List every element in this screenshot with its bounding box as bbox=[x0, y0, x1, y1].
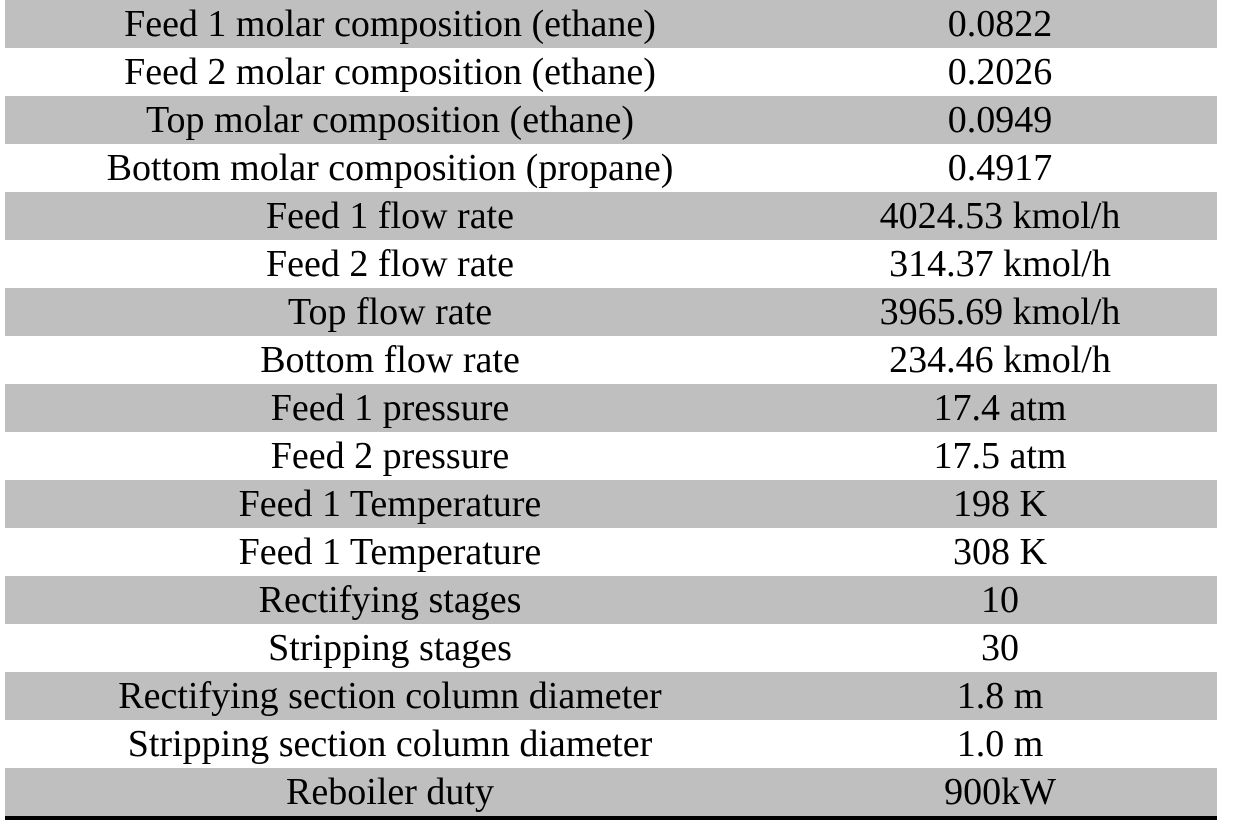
row-value: 17.5 atm bbox=[933, 435, 1067, 477]
row-value: 0.0949 bbox=[947, 99, 1053, 141]
table-row: Feed 1 molar composition (ethane) 0.0822 bbox=[5, 0, 1217, 48]
row-label: Feed 1 Temperature bbox=[238, 483, 542, 525]
row-label: Bottom flow rate bbox=[260, 339, 520, 381]
row-label: Feed 2 pressure bbox=[270, 435, 510, 477]
table-row: Reboiler duty 900kW bbox=[5, 768, 1217, 816]
row-label: Feed 2 molar composition (ethane) bbox=[124, 51, 656, 93]
row-value: 0.4917 bbox=[947, 147, 1053, 189]
table-row: Bottom flow rate 234.46 kmol/h bbox=[5, 336, 1217, 384]
parameters-table: Feed 1 molar composition (ethane) 0.0822 … bbox=[5, 0, 1217, 816]
row-label: Feed 1 pressure bbox=[270, 387, 510, 429]
table-row: Top molar composition (ethane) 0.0949 bbox=[5, 96, 1217, 144]
row-value: 0.0822 bbox=[947, 3, 1053, 45]
row-value: 198 K bbox=[953, 483, 1047, 525]
row-label: Feed 1 molar composition (ethane) bbox=[124, 3, 656, 45]
row-value: 10 bbox=[981, 579, 1019, 621]
row-label: Top molar composition (ethane) bbox=[145, 99, 635, 141]
row-label: Bottom molar composition (propane) bbox=[106, 147, 674, 189]
table-row: Feed 1 pressure 17.4 atm bbox=[5, 384, 1217, 432]
row-value: 30 bbox=[981, 627, 1019, 669]
row-label: Rectifying stages bbox=[258, 579, 522, 621]
table-row: Feed 2 molar composition (ethane) 0.2026 bbox=[5, 48, 1217, 96]
row-value: 0.2026 bbox=[947, 51, 1053, 93]
table-row: Rectifying section column diameter 1.8 m bbox=[5, 672, 1217, 720]
row-label: Feed 2 flow rate bbox=[266, 243, 514, 285]
table-row: Feed 1 flow rate 4024.53 kmol/h bbox=[5, 192, 1217, 240]
row-value: 308 K bbox=[953, 531, 1047, 573]
row-value: 17.4 atm bbox=[933, 387, 1067, 429]
table-row: Feed 1 Temperature 198 K bbox=[5, 480, 1217, 528]
row-value: 234.46 kmol/h bbox=[889, 339, 1111, 381]
table-row: Top flow rate 3965.69 kmol/h bbox=[5, 288, 1217, 336]
row-value: 1.8 m bbox=[956, 675, 1044, 717]
row-value: 3965.69 kmol/h bbox=[879, 291, 1121, 333]
row-value: 1.0 m bbox=[956, 723, 1044, 765]
table-row: Bottom molar composition (propane) 0.4917 bbox=[5, 144, 1217, 192]
table-row: Stripping stages 30 bbox=[5, 624, 1217, 672]
row-value: 314.37 kmol/h bbox=[889, 243, 1111, 285]
table-row: Feed 2 pressure 17.5 atm bbox=[5, 432, 1217, 480]
row-value: 900kW bbox=[944, 771, 1056, 813]
row-label: Top flow rate bbox=[287, 291, 493, 333]
table-row: Feed 1 Temperature 308 K bbox=[5, 528, 1217, 576]
row-label: Stripping section column diameter bbox=[127, 723, 653, 765]
row-label: Stripping stages bbox=[268, 627, 512, 669]
row-label: Feed 1 Temperature bbox=[238, 531, 542, 573]
table-row: Feed 2 flow rate 314.37 kmol/h bbox=[5, 240, 1217, 288]
row-label: Feed 1 flow rate bbox=[266, 195, 514, 237]
table-bottom-rule bbox=[5, 816, 1217, 820]
row-value: 4024.53 kmol/h bbox=[879, 195, 1121, 237]
table-row: Rectifying stages 10 bbox=[5, 576, 1217, 624]
table-row: Stripping section column diameter 1.0 m bbox=[5, 720, 1217, 768]
row-label: Reboiler duty bbox=[286, 771, 494, 813]
row-label: Rectifying section column diameter bbox=[118, 675, 662, 717]
